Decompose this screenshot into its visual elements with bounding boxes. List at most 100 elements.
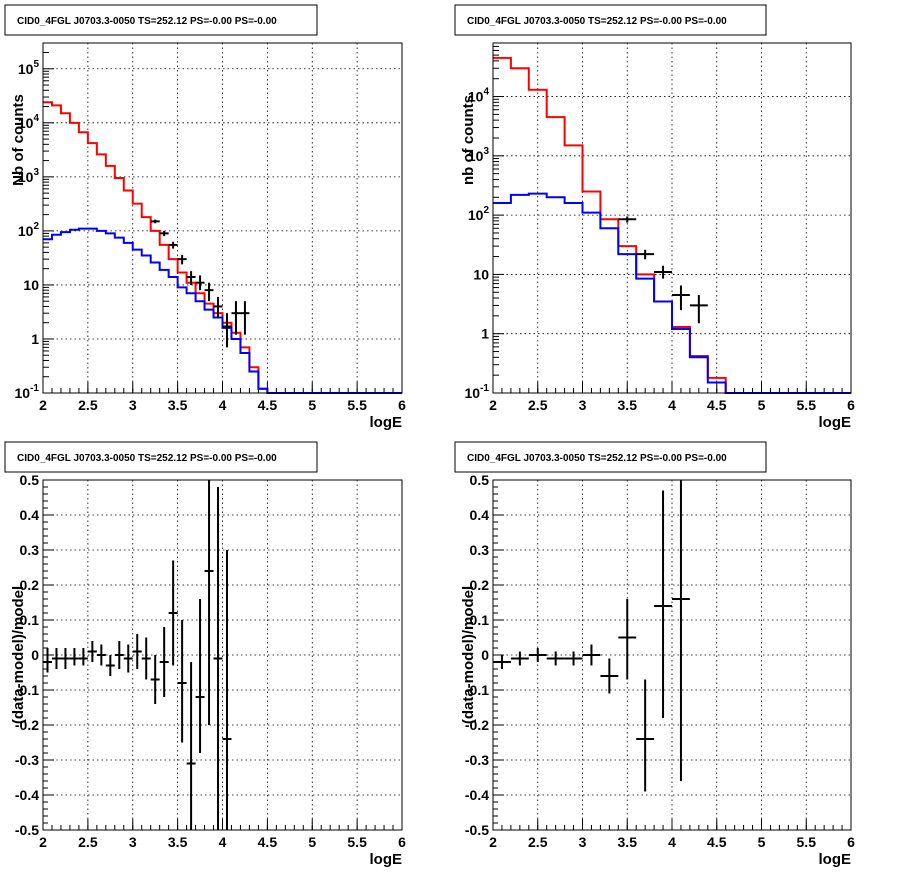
x-axis-title: logE xyxy=(819,851,852,868)
x-tick-label: 4.5 xyxy=(258,397,278,413)
x-tick-label: 5 xyxy=(308,397,316,413)
y-tick-label: 0.2 xyxy=(470,577,490,593)
y-tick-label: 103 xyxy=(18,167,40,185)
data-point xyxy=(168,560,178,666)
plot-frame xyxy=(492,42,852,394)
data-point xyxy=(51,648,61,669)
panel-residuals-left: CID0_4FGL J0703.3-0050 TS=252.12 PS=-0.0… xyxy=(4,441,406,868)
data-point xyxy=(159,627,169,697)
data-point xyxy=(213,487,223,830)
data-point xyxy=(636,249,655,260)
x-tick-label: 4 xyxy=(219,397,227,413)
y-axis-title: Nb of counts xyxy=(10,94,27,186)
data-point xyxy=(168,241,178,249)
data-point xyxy=(582,644,601,666)
data-point xyxy=(672,285,690,311)
x-axis-title: logE xyxy=(370,851,403,868)
y-tick-label: 0 xyxy=(481,647,489,663)
chart-title: CID0_4FGL J0703.3-0050 TS=252.12 PS=-0.0… xyxy=(17,16,277,27)
y-tick-label: -0.5 xyxy=(15,822,39,838)
data-point xyxy=(78,648,88,666)
chart-title: CID0_4FGL J0703.3-0050 TS=252.12 PS=-0.0… xyxy=(467,453,727,464)
y-tick-label: 10 xyxy=(23,277,39,293)
data-point xyxy=(87,641,97,662)
data-point xyxy=(654,265,672,279)
title-box xyxy=(4,441,318,473)
x-tick-label: 2.5 xyxy=(528,834,548,850)
y-tick-label: 0.3 xyxy=(470,542,490,558)
x-tick-label: 3.5 xyxy=(168,397,188,413)
x-tick-label: 2.5 xyxy=(528,397,548,413)
x-axis-title: logE xyxy=(370,414,403,431)
y-tick-label: 10-1 xyxy=(15,383,40,401)
y-tick-label: 0.4 xyxy=(470,507,490,523)
y-axis-title: nb of counts xyxy=(460,95,477,185)
title-box xyxy=(4,4,318,36)
data-point xyxy=(204,282,214,302)
data-point xyxy=(240,301,250,335)
x-tick-label: 3.5 xyxy=(618,834,638,850)
data-point xyxy=(618,599,637,680)
data-point xyxy=(186,271,196,285)
x-axis-title: logE xyxy=(819,414,852,431)
panel-residuals-right: CID0_4FGL J0703.3-0050 TS=252.12 PS=-0.0… xyxy=(454,441,855,868)
x-tick-label: 4.5 xyxy=(707,397,727,413)
y-tick-label: 1 xyxy=(31,331,39,347)
data-point xyxy=(654,490,672,718)
x-tick-label: 5.5 xyxy=(797,397,817,413)
data-point xyxy=(123,644,133,673)
x-tick-label: 3 xyxy=(579,397,587,413)
x-tick-label: 3.5 xyxy=(618,397,638,413)
data-point xyxy=(222,313,232,348)
chart-title: CID0_4FGL J0703.3-0050 TS=252.12 PS=-0.0… xyxy=(467,16,727,27)
model-total-step-line xyxy=(493,56,851,394)
title-box xyxy=(454,4,767,36)
x-tick-label: 6 xyxy=(398,834,406,850)
x-tick-label: 2 xyxy=(39,397,47,413)
y-tick-label: 0.4 xyxy=(20,507,40,523)
data-point xyxy=(177,620,187,743)
y-tick-label: 0.3 xyxy=(20,542,40,558)
data-point xyxy=(546,651,565,666)
x-tick-label: 2 xyxy=(489,397,497,413)
y-tick-label: 10-1 xyxy=(465,383,490,401)
y-tick-label: 105 xyxy=(18,59,40,77)
x-tick-label: 3 xyxy=(579,834,587,850)
data-point xyxy=(618,216,637,223)
x-tick-label: 5.5 xyxy=(347,397,367,413)
data-point xyxy=(96,644,106,666)
plot-frame xyxy=(492,479,852,831)
x-tick-label: 2 xyxy=(39,834,47,850)
x-tick-label: 4 xyxy=(219,834,227,850)
x-tick-label: 4 xyxy=(668,834,676,850)
x-tick-label: 5 xyxy=(758,397,766,413)
y-tick-label: -0.4 xyxy=(465,787,489,803)
data-point xyxy=(150,219,160,224)
y-tick-label: -0.2 xyxy=(465,717,489,733)
plot-frame xyxy=(42,479,403,831)
data-point xyxy=(132,634,142,669)
data-point xyxy=(105,655,115,676)
data-point xyxy=(159,230,169,237)
y-tick-label: 0.5 xyxy=(470,472,490,488)
data-point xyxy=(60,648,70,669)
data-point xyxy=(564,651,583,666)
data-point xyxy=(231,301,241,335)
data-point xyxy=(528,648,547,662)
y-tick-label: 102 xyxy=(18,221,40,239)
y-tick-label: 0.2 xyxy=(20,577,40,593)
x-tick-label: 5 xyxy=(758,834,766,850)
y-axis-title: (data-model)/model xyxy=(460,586,477,724)
x-tick-label: 2.5 xyxy=(78,397,98,413)
y-tick-label: 10 xyxy=(473,266,489,282)
y-tick-label: 1 xyxy=(481,326,489,342)
x-tick-label: 4.5 xyxy=(258,834,278,850)
data-point xyxy=(43,648,52,673)
y-tick-label: -0.1 xyxy=(465,682,489,698)
data-point xyxy=(222,550,232,830)
x-tick-label: 3 xyxy=(129,834,137,850)
x-tick-label: 6 xyxy=(847,834,855,850)
y-tick-label: 103 xyxy=(468,146,490,164)
x-tick-label: 5.5 xyxy=(347,834,367,850)
